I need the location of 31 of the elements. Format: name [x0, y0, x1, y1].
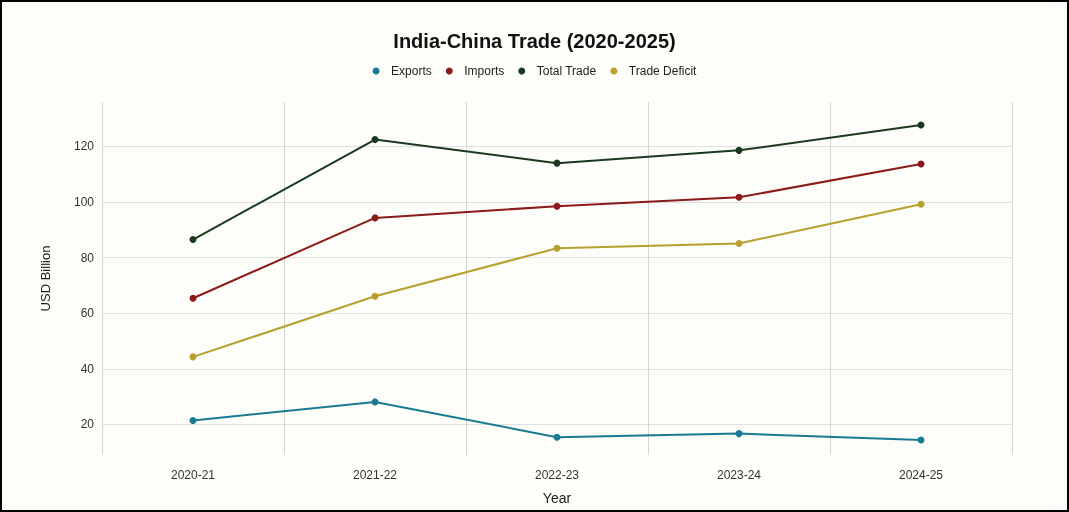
x-tick-label: 2021-22: [352, 468, 398, 482]
point: [553, 433, 561, 441]
point: [371, 292, 379, 300]
x-tick-label: 2024-25: [898, 468, 944, 482]
y-tick-label: 100: [73, 195, 95, 210]
y-tick-label: 80: [80, 250, 95, 265]
point: [917, 200, 925, 208]
point: [189, 236, 197, 244]
point: [735, 146, 743, 154]
point: [553, 244, 561, 252]
x-axis-title: Year: [542, 490, 572, 506]
y-tick-label: 120: [73, 139, 95, 154]
x-tick-label: 2023-24: [716, 468, 762, 482]
y-axis-title: USD Billion: [38, 245, 53, 312]
legend-label: Exports: [391, 64, 432, 78]
x-tick-label: 2020-21: [170, 468, 216, 482]
legend-label: Imports: [464, 64, 505, 78]
point: [735, 239, 743, 247]
point: [371, 136, 379, 144]
legend-label: Total Trade: [536, 64, 597, 78]
point: [735, 430, 743, 438]
point: [189, 417, 197, 425]
point: [553, 202, 561, 210]
point: [189, 294, 197, 302]
y-tick-label: 40: [80, 361, 95, 376]
y-tick-label: 60: [80, 306, 95, 321]
legend-label: Trade Deficit: [628, 64, 698, 78]
y-tick-label: 20: [80, 417, 95, 432]
chart-title: India-China Trade (2020-2025): [393, 30, 676, 52]
point: [735, 193, 743, 201]
x-tick-label: 2022-23: [534, 468, 580, 482]
